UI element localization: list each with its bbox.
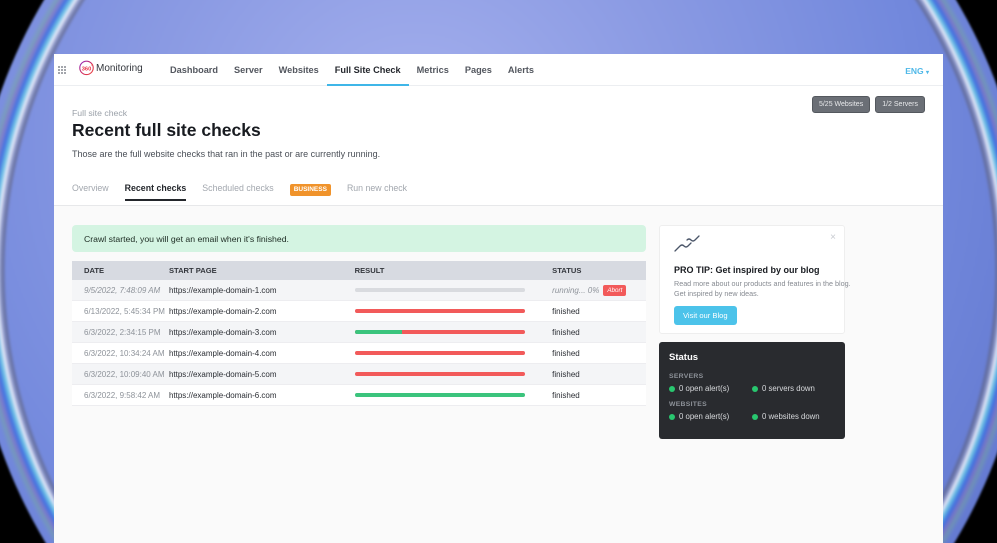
svg-text:360: 360 <box>82 66 92 72</box>
